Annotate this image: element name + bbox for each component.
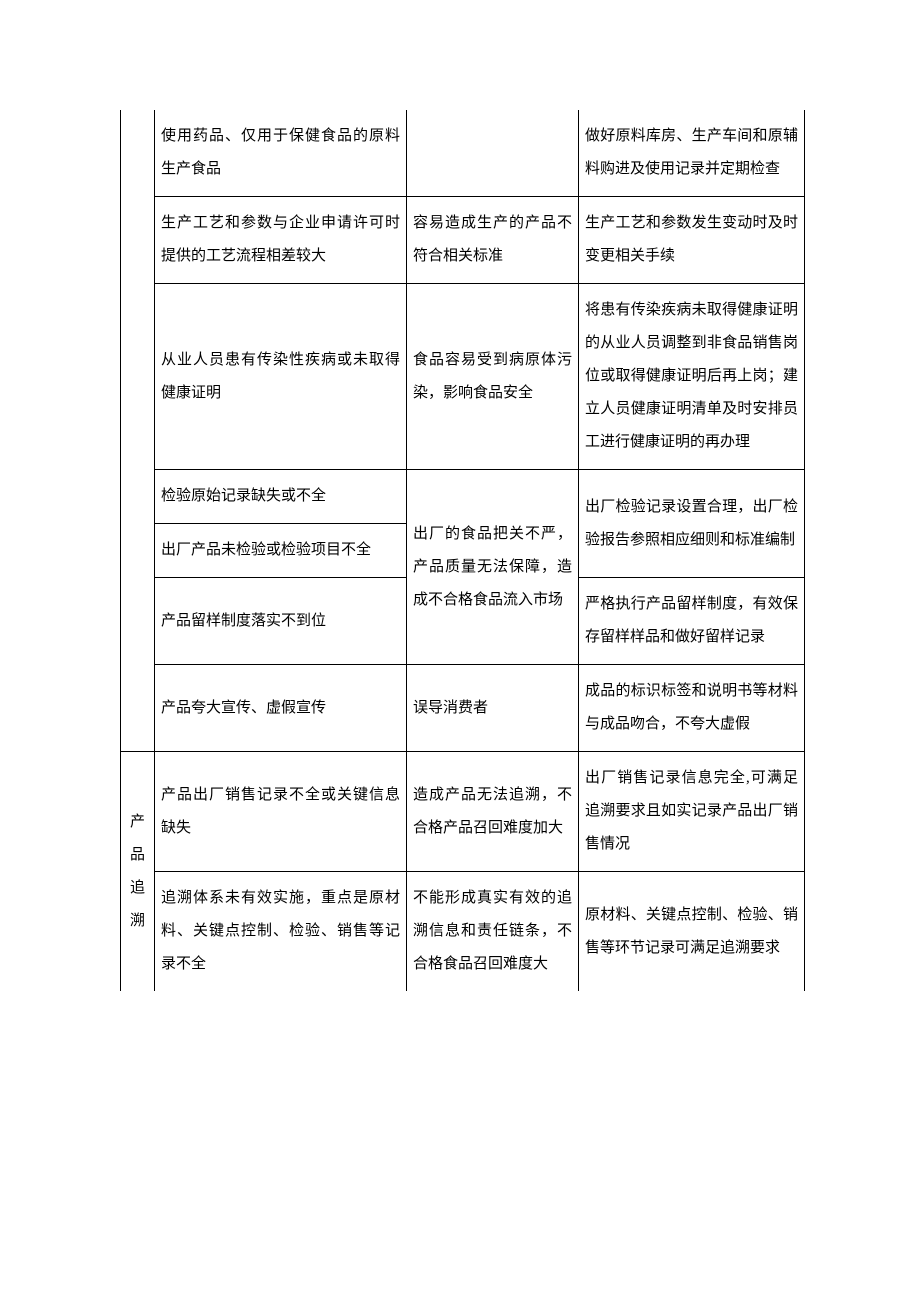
risk-cell: 产品夸大宣传、虚假宣传: [155, 665, 407, 752]
table-row: 产品追溯 产品出厂销售记录不全或关键信息缺失 造成产品无法追溯，不合格产品召回难…: [121, 752, 805, 872]
impact-cell: [407, 110, 579, 197]
impact-cell: 食品容易受到病原体污染，影响食品安全: [407, 284, 579, 470]
table-row: 检验原始记录缺失或不全 出厂的食品把关不严，产品质量无法保障，造成不合格食品流入…: [121, 470, 805, 524]
impact-cell: 出厂的食品把关不严，产品质量无法保障，造成不合格食品流入市场: [407, 470, 579, 665]
table-row: 产品夸大宣传、虚假宣传 误导消费者 成品的标识标签和说明书等材料与成品吻合，不夸…: [121, 665, 805, 752]
table-row: 使用药品、仅用于保健食品的原料生产食品 做好原料库房、生产车间和原辅料购进及使用…: [121, 110, 805, 197]
risk-cell: 从业人员患有传染性疾病或未取得健康证明: [155, 284, 407, 470]
risk-cell: 产品留样制度落实不到位: [155, 578, 407, 665]
category-cell: [121, 470, 155, 524]
measure-cell: 原材料、关键点控制、检验、销售等环节记录可满足追溯要求: [579, 872, 805, 992]
risk-cell: 追溯体系未有效实施，重点是原材料、关键点控制、检验、销售等记录不全: [155, 872, 407, 992]
category-cell: [121, 197, 155, 284]
risk-cell: 出厂产品未检验或检验项目不全: [155, 524, 407, 578]
category-cell: [121, 524, 155, 578]
impact-cell: 容易造成生产的产品不符合相关标准: [407, 197, 579, 284]
impact-cell: 误导消费者: [407, 665, 579, 752]
risk-cell: 产品出厂销售记录不全或关键信息缺失: [155, 752, 407, 872]
measure-cell: 生产工艺和参数发生变动时及时变更相关手续: [579, 197, 805, 284]
table-row: 生产工艺和参数与企业申请许可时提供的工艺流程相差较大 容易造成生产的产品不符合相…: [121, 197, 805, 284]
category-label: 产品追溯: [125, 806, 150, 938]
category-cell: 产品追溯: [121, 752, 155, 992]
risk-cell: 生产工艺和参数与企业申请许可时提供的工艺流程相差较大: [155, 197, 407, 284]
category-cell: [121, 110, 155, 197]
measure-cell: 出厂销售记录信息完全,可满足追溯要求且如实记录产品出厂销售情况: [579, 752, 805, 872]
impact-cell: 造成产品无法追溯，不合格产品召回难度加大: [407, 752, 579, 872]
document-page: 使用药品、仅用于保健食品的原料生产食品 做好原料库房、生产车间和原辅料购进及使用…: [0, 0, 920, 1101]
measure-cell: 出厂检验记录设置合理，出厂检验报告参照相应细则和标准编制: [579, 470, 805, 578]
category-cell: [121, 665, 155, 752]
measure-cell: 成品的标识标签和说明书等材料与成品吻合，不夸大虚假: [579, 665, 805, 752]
category-cell: [121, 284, 155, 470]
table-row: 追溯体系未有效实施，重点是原材料、关键点控制、检验、销售等记录不全 不能形成真实…: [121, 872, 805, 992]
table-row: 从业人员患有传染性疾病或未取得健康证明 食品容易受到病原体污染，影响食品安全 将…: [121, 284, 805, 470]
measure-cell: 做好原料库房、生产车间和原辅料购进及使用记录并定期检查: [579, 110, 805, 197]
risk-table: 使用药品、仅用于保健食品的原料生产食品 做好原料库房、生产车间和原辅料购进及使用…: [120, 110, 805, 991]
risk-cell: 使用药品、仅用于保健食品的原料生产食品: [155, 110, 407, 197]
impact-cell: 不能形成真实有效的追溯信息和责任链条，不合格食品召回难度大: [407, 872, 579, 992]
measure-cell: 严格执行产品留样制度，有效保存留样样品和做好留样记录: [579, 578, 805, 665]
risk-cell: 检验原始记录缺失或不全: [155, 470, 407, 524]
measure-cell: 将患有传染疾病未取得健康证明的从业人员调整到非食品销售岗位或取得健康证明后再上岗…: [579, 284, 805, 470]
category-cell: [121, 578, 155, 665]
